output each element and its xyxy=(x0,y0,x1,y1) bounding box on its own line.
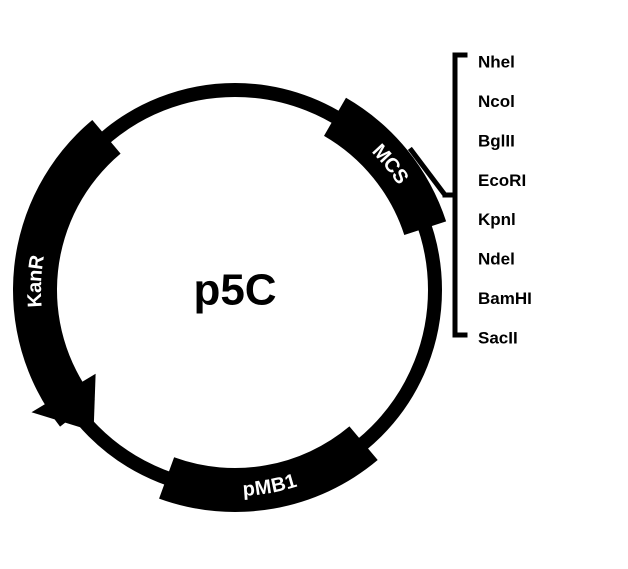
mcs-bracket-shape xyxy=(445,55,465,335)
plasmid-name: p5C xyxy=(193,266,276,315)
plasmid-map: MCSpMB1KanR NhelNcolBglIIEcoRIKpnlNdelBa… xyxy=(0,0,628,569)
feature-pmb1 xyxy=(159,426,378,512)
site-nhei: Nhel xyxy=(478,52,515,71)
site-bamhi: BamHI xyxy=(478,289,532,308)
feature-kanr-label: KanR xyxy=(24,253,49,308)
site-sacii: SacII xyxy=(478,328,518,347)
site-ecori: EcoRI xyxy=(478,171,526,190)
restriction-sites-list: Nhel Ncol BglII EcoRI Kpnl Ndel BamHI SacII xyxy=(478,52,532,347)
site-ndei: Ndel xyxy=(478,250,515,269)
site-ncoi: Ncol xyxy=(478,92,515,111)
site-kpni: Kpnl xyxy=(478,210,516,229)
site-bglii: BglII xyxy=(478,131,515,150)
